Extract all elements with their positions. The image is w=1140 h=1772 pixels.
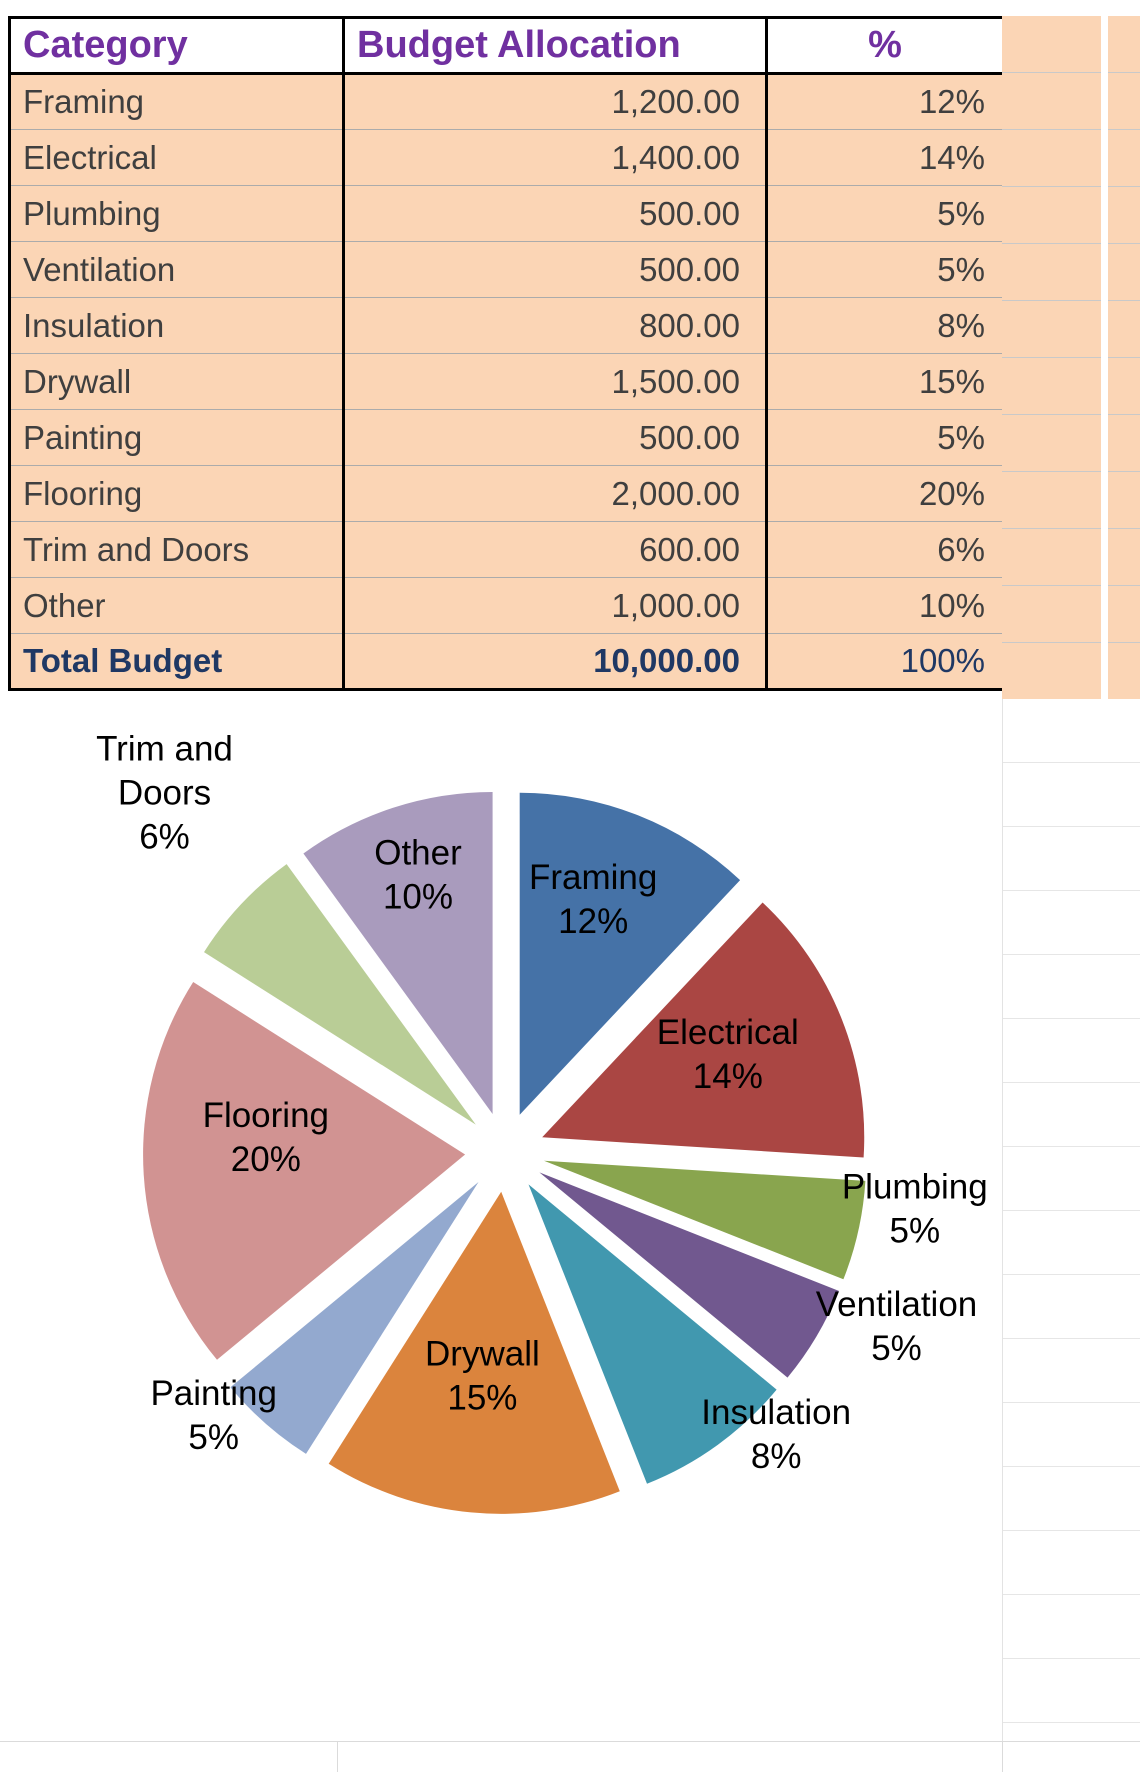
cell-category[interactable]: Painting	[9, 409, 345, 466]
table-row: Flooring 2,000.00 20%	[9, 465, 1004, 522]
cell-category[interactable]: Other	[9, 577, 345, 634]
spreadsheet-fill-strip	[1002, 16, 1140, 699]
table-row: Framing 1,200.00 12%	[9, 73, 1004, 130]
pie-label-ventilation: Ventilation 5%	[816, 1285, 978, 1368]
cell-category[interactable]: Drywall	[9, 353, 345, 410]
pie-label-framing: Framing 12%	[529, 858, 657, 941]
table-body: Framing 1,200.00 12% Electrical 1,400.00 14% P…	[9, 73, 1004, 690]
cell-category[interactable]: Trim and Doors	[9, 521, 345, 578]
cell-category[interactable]: Electrical	[9, 129, 345, 186]
pie-slice-ventilation[interactable]	[539, 1172, 839, 1378]
table-row: Drywall 1,500.00 15%	[9, 353, 1004, 410]
cell-budget[interactable]: 2,000.00	[343, 465, 768, 522]
table-row: Electrical 1,400.00 14%	[9, 129, 1004, 186]
total-row: Total Budget 10,000.00 100%	[9, 633, 1004, 690]
cell-pct[interactable]: 14%	[766, 129, 1004, 186]
cell-pct[interactable]: 15%	[766, 353, 1004, 410]
total-cell-pct[interactable]: 100%	[766, 633, 1004, 690]
pie-slice-framing[interactable]	[519, 792, 741, 1115]
cell-category[interactable]: Plumbing	[9, 185, 345, 242]
pie-label-trim-and-doors: Trim and Doors 6%	[96, 730, 233, 857]
cell-budget[interactable]: 500.00	[343, 241, 768, 298]
cell-budget[interactable]: 1,400.00	[343, 129, 768, 186]
pie-label-flooring: Flooring 20%	[203, 1096, 329, 1179]
header-category[interactable]: Category	[9, 17, 345, 75]
cell-pct[interactable]: 10%	[766, 577, 1004, 634]
budget-table: Category Budget Allocation % Framing 1,20…	[8, 16, 1005, 691]
pie-label-plumbing: Plumbing 5%	[842, 1168, 988, 1251]
spreadsheet-gridlines-bottom	[0, 1741, 1140, 1772]
table-row: Ventilation 500.00 5%	[9, 241, 1004, 298]
cell-budget[interactable]: 1,000.00	[343, 577, 768, 634]
pie-slice-other[interactable]	[303, 792, 493, 1114]
cell-pct[interactable]: 5%	[766, 409, 1004, 466]
pie-label-other: Other 10%	[374, 833, 462, 916]
table-row: Trim and Doors 600.00 6%	[9, 521, 1004, 578]
cell-budget[interactable]: 800.00	[343, 297, 768, 354]
cell-category[interactable]: Insulation	[9, 297, 345, 354]
cell-budget[interactable]: 500.00	[343, 185, 768, 242]
pie-slice-electrical[interactable]	[542, 902, 865, 1158]
spreadsheet-gridlines-right	[1002, 699, 1140, 1771]
pie-label-painting: Painting 5%	[150, 1374, 276, 1457]
budget-pie-chart: Framing 12%Electrical 14% Plumbing 5% Ventila…	[96, 730, 988, 1514]
pie-slice-drywall[interactable]	[328, 1191, 620, 1514]
header-budget-allocation[interactable]: Budget Allocation	[343, 17, 768, 75]
cell-pct[interactable]: 8%	[766, 297, 1004, 354]
table-row: Insulation 800.00 8%	[9, 297, 1004, 354]
cell-pct[interactable]: 5%	[766, 241, 1004, 298]
cell-budget[interactable]: 500.00	[343, 409, 768, 466]
pie-slice-insulation[interactable]	[528, 1184, 777, 1484]
cell-budget[interactable]: 1,500.00	[343, 353, 768, 410]
table-row: Plumbing 500.00 5%	[9, 185, 1004, 242]
cell-budget[interactable]: 600.00	[343, 521, 768, 578]
cell-category[interactable]: Framing	[9, 73, 345, 130]
pie-chart-area[interactable]: Framing 12% Electrical 14% Plumbing 5% Ventila…	[8, 700, 1000, 1741]
cell-pct[interactable]: 6%	[766, 521, 1004, 578]
total-cell-category[interactable]: Total Budget	[9, 633, 345, 690]
cell-budget[interactable]: 1,200.00	[343, 73, 768, 130]
pie-label-electrical: Electrical 14%	[657, 1013, 799, 1096]
pie-slice-trim-and-doors[interactable]	[204, 864, 476, 1125]
header-percent[interactable]: %	[766, 17, 1004, 75]
total-cell-budget[interactable]: 10,000.00	[343, 633, 768, 690]
pie-label-drywall: Drywall 15%	[425, 1335, 540, 1418]
cell-pct[interactable]: 12%	[766, 73, 1004, 130]
pie-slice-painting[interactable]	[230, 1182, 479, 1454]
table-row: Other 1,000.00 10%	[9, 577, 1004, 634]
pie-label-insulation: Insulation 8%	[701, 1393, 851, 1476]
pie-slice-flooring[interactable]	[143, 982, 466, 1360]
cell-category[interactable]: Ventilation	[9, 241, 345, 298]
table-row: Painting 500.00 5%	[9, 409, 1004, 466]
cell-pct[interactable]: 20%	[766, 465, 1004, 522]
pie-slice-plumbing[interactable]	[544, 1160, 866, 1280]
cell-pct[interactable]: 5%	[766, 185, 1004, 242]
header-row: Category Budget Allocation %	[9, 17, 1004, 75]
cell-category[interactable]: Flooring	[9, 465, 345, 522]
